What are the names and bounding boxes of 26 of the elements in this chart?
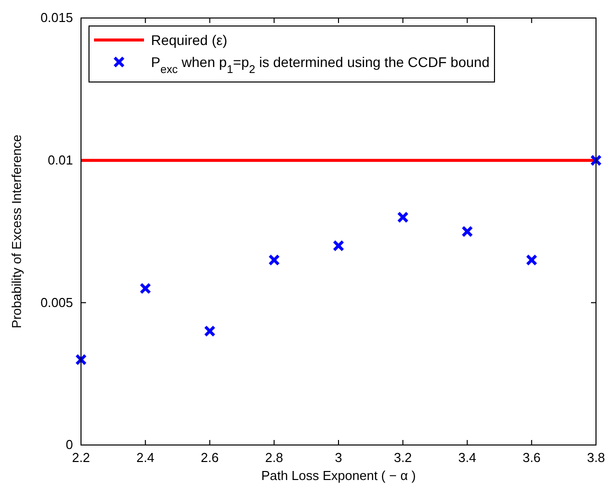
- y-tick-label: 0.015: [40, 10, 73, 26]
- x-tick-label: 2.4: [136, 450, 154, 466]
- legend-label: Required (ε): [151, 32, 228, 48]
- x-tick-label: 3.4: [458, 450, 476, 466]
- point: [526, 254, 538, 266]
- point: [204, 325, 216, 337]
- y-tick-label: 0.005: [40, 294, 73, 310]
- x-tick-label: 3.2: [394, 450, 412, 466]
- point: [140, 282, 152, 294]
- y-tick-label: 0.01: [48, 152, 73, 168]
- point: [461, 226, 474, 238]
- point: [75, 354, 87, 366]
- point: [590, 154, 602, 166]
- legend-label: P$_{exc}$ when p$_{1}$=p$_{2}$ is determined using the CCDF bound: [151, 54, 490, 76]
- point: [332, 240, 344, 252]
- y-tick-label: 0: [66, 437, 73, 452]
- x-axis-title: Path Loss Exponent ( − α ): [261, 468, 416, 483]
- x-tick-label: 2.8: [265, 450, 284, 466]
- x-tick-label: 3.6: [522, 450, 541, 466]
- x-tick-label: 2.6: [200, 450, 219, 466]
- point: [397, 211, 409, 224]
- x-tick-label: 3: [334, 450, 342, 466]
- y-axis-title: Probability of Excess Interference: [9, 134, 24, 328]
- point: [268, 254, 280, 266]
- x-tick-label: 2.2: [72, 450, 90, 466]
- x-tick-label: 3.8: [586, 450, 606, 466]
